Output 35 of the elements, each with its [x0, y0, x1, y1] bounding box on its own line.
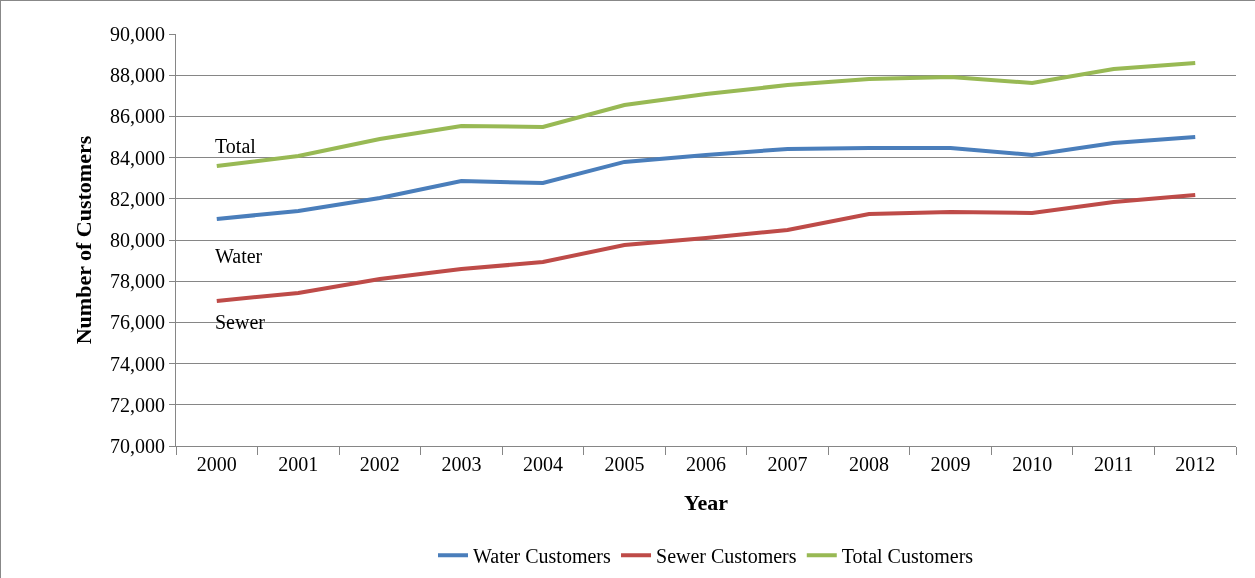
- legend-label: Sewer Customers: [656, 544, 797, 567]
- y-tick-label: 82,000: [110, 187, 165, 210]
- line-series: [214, 61, 1198, 169]
- y-tick-label: 90,000: [110, 23, 165, 45]
- x-tick-label: 2008: [849, 453, 890, 475]
- x-tick-label: 2000: [196, 453, 237, 475]
- x-tick-label: 2002: [359, 453, 400, 475]
- x-tick-label: 2009: [930, 453, 971, 475]
- y-tick-label: 74,000: [110, 352, 165, 375]
- line-series: [214, 135, 1198, 221]
- x-tick-label: 2011: [1094, 453, 1134, 475]
- legend-label: Water Customers: [473, 544, 612, 567]
- y-tick-label: 86,000: [110, 105, 165, 128]
- y-tick-label: 70,000: [110, 435, 165, 457]
- annotation: Sewer: [215, 311, 266, 333]
- y-tick-label: 84,000: [110, 146, 165, 169]
- annotation: Total: [215, 135, 257, 157]
- x-tick-label: 2005: [604, 453, 645, 475]
- x-tick-label: 2012: [1175, 453, 1216, 475]
- annotation: Water: [215, 245, 263, 267]
- line-series: [214, 193, 1198, 303]
- x-tick-label: 2010: [1012, 453, 1053, 475]
- x-tick-label: 2001: [278, 453, 319, 475]
- x-axis-title: Year: [684, 489, 729, 515]
- y-tick-label: 76,000: [110, 311, 165, 334]
- x-tick-label: 2006: [686, 453, 726, 475]
- y-tick-label: 72,000: [110, 393, 165, 416]
- y-axis-title: Number of Customers: [70, 135, 96, 345]
- y-tick-label: 80,000: [110, 229, 165, 251]
- legend-label: Total Customers: [841, 544, 974, 567]
- x-tick-label: 2003: [441, 453, 482, 475]
- x-tick-label: 2007: [767, 453, 808, 475]
- y-tick-label: 88,000: [110, 64, 165, 87]
- x-tick-label: 2004: [522, 453, 563, 475]
- y-tick-label: 78,000: [110, 270, 165, 293]
